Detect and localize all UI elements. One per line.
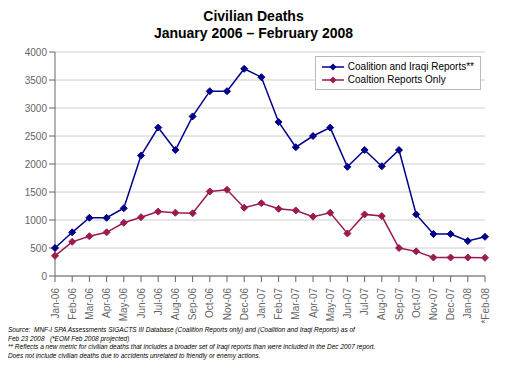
svg-text:Jun-07: Jun-07 [342,288,353,319]
svg-text:3500: 3500 [25,75,48,86]
svg-text:Oct-07: Oct-07 [411,288,422,318]
svg-text:4000: 4000 [25,47,48,58]
svg-text:May-06: May-06 [118,288,129,322]
svg-text:2500: 2500 [25,131,48,142]
html-text:January 2006 – February 2008: January 2006 – February 2008 [153,25,354,41]
html-text:Coalition and Iraqi Reports**: Coalition and Iraqi Reports** [347,61,474,72]
svg-text:Dec-07: Dec-07 [445,288,456,321]
svg-text:Apr-06: Apr-06 [101,288,112,318]
svg-text:Jul-06: Jul-06 [153,288,164,316]
svg-text:*Feb-08: *Feb-08 [480,288,491,324]
svg-text:Mar-07: Mar-07 [290,288,301,320]
svg-text:Feb-07: Feb-07 [273,288,284,320]
svg-text:500: 500 [30,243,47,254]
svg-text:Jan-07: Jan-07 [256,288,267,319]
svg-text:May-07: May-07 [325,288,336,322]
svg-text:Mar-06: Mar-06 [84,288,95,320]
svg-text:Sep-07: Sep-07 [394,288,405,321]
svg-text:Jan-08: Jan-08 [462,288,473,319]
html-text:Civilian Deaths: Civilian Deaths [203,8,304,24]
html-text:Does not include civilian deat: Does not include civilian deaths due to … [8,351,261,359]
svg-text:1000: 1000 [25,215,48,226]
svg-text:Jul-07: Jul-07 [359,288,370,316]
svg-text:0: 0 [41,271,47,282]
svg-text:3000: 3000 [25,103,48,114]
html-text:Feb 23 2008 (*EOM Feb 2008 pro: Feb 23 2008 (*EOM Feb 2008 projected) [8,334,130,342]
svg-text:Jun-06: Jun-06 [136,288,147,319]
svg-text:1500: 1500 [25,187,48,198]
svg-text:Aug-06: Aug-06 [170,288,181,321]
svg-text:Jan-06: Jan-06 [50,288,61,319]
svg-text:2000: 2000 [25,159,48,170]
svg-text:Sep-06: Sep-06 [187,288,198,321]
svg-text:Apr-07: Apr-07 [308,288,319,318]
svg-text:Dec-06: Dec-06 [239,288,250,321]
svg-text:Feb-06: Feb-06 [67,288,78,320]
svg-text:Aug-07: Aug-07 [376,288,387,321]
svg-text:Nov-07: Nov-07 [428,288,439,321]
svg-text:Nov-06: Nov-06 [222,288,233,321]
svg-text:Oct-06: Oct-06 [204,288,215,318]
html-text:Source: MNF-I SPA Assessments: Source: MNF-I SPA Assessments SIGACTS II… [8,326,355,333]
html-text:Coaltion Reports Only: Coaltion Reports Only [347,74,446,85]
html-text:** Reflects a new metric for c: ** Reflects a new metric for civilian de… [8,343,376,350]
